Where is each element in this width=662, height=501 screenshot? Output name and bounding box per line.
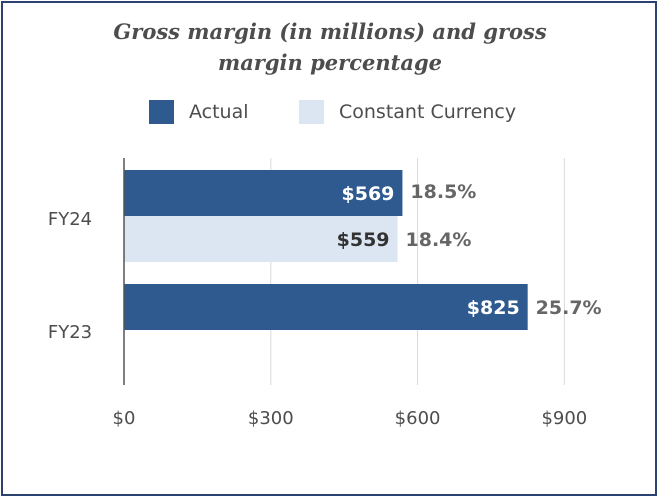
legend-label-constant-currency: Constant Currency — [339, 101, 517, 123]
chart-title-line-2: margin percentage — [217, 50, 442, 75]
legend-label-actual: Actual — [189, 101, 249, 123]
bar-fy23-actual — [124, 284, 528, 330]
chart-title-line-1: Gross margin (in millions) and gross — [113, 19, 547, 44]
legend-item-constant-currency: Constant Currency — [299, 97, 516, 127]
data-label-fy24-actual: $569 — [342, 183, 395, 205]
x-tick-label-300: $300 — [248, 408, 294, 429]
chart-title: Gross margin (in millions) and gross mar… — [0, 16, 660, 78]
percent-label-fy23-actual: 25.7% — [536, 297, 602, 319]
category-label-fy23: FY23 — [48, 322, 92, 343]
x-tick-label-900: $900 — [541, 408, 587, 429]
percent-label-fy24-constant-currency: 18.4% — [406, 229, 472, 251]
data-label-fy24-constant-currency: $559 — [337, 229, 390, 251]
data-label-fy23-actual: $825 — [467, 297, 520, 319]
chart-legend: Actual Constant Currency — [0, 97, 660, 127]
x-tick-label-600: $600 — [395, 408, 441, 429]
bar-fy24-constant-currency — [124, 216, 398, 262]
bar-fy24-actual — [124, 170, 403, 216]
x-tick-label-0: $0 — [113, 408, 136, 429]
legend-item-actual: Actual — [149, 97, 249, 127]
category-label-fy24: FY24 — [48, 209, 92, 230]
legend-swatch-constant-currency — [299, 100, 324, 124]
percent-label-fy24-actual: 18.5% — [410, 181, 476, 203]
legend-swatch-actual — [149, 100, 174, 124]
